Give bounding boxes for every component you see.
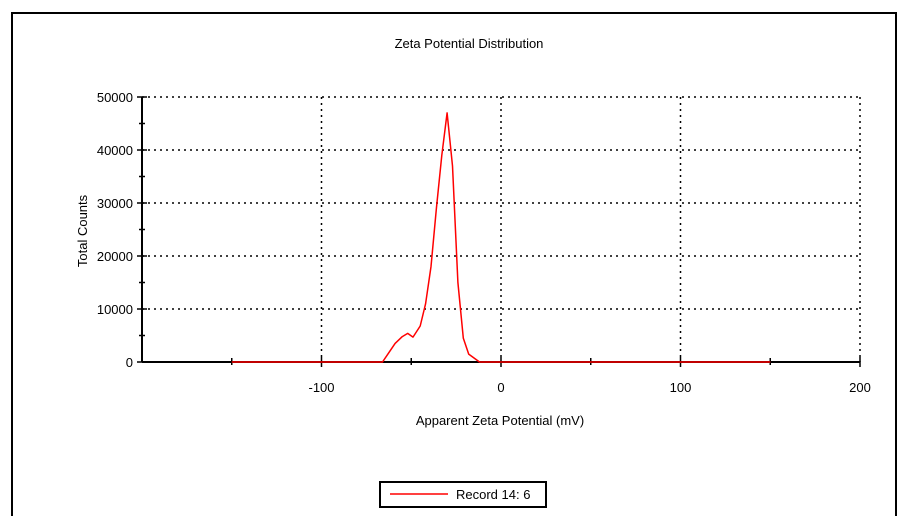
series-layer	[231, 112, 771, 363]
chart-title: Zeta Potential Distribution	[395, 36, 544, 51]
chart-frame	[11, 12, 897, 516]
y-tick-label: 30000	[97, 196, 133, 211]
legend-box	[379, 481, 547, 508]
y-tick-label: 40000	[97, 143, 133, 158]
y-tick-label: 20000	[97, 249, 133, 264]
tick-labels: -100 0 100 200 0 10000 20000 30000 40000 50000	[97, 90, 871, 395]
y-axis-label: Total Counts	[75, 194, 90, 267]
grid	[142, 96, 861, 362]
y-tick-label: 10000	[97, 302, 133, 317]
x-tick-label: -100	[308, 380, 334, 395]
x-tick-label: 200	[849, 380, 871, 395]
legend-label: Record 14: 6	[456, 487, 530, 502]
axes	[137, 96, 861, 367]
y-tick-label: 0	[126, 355, 133, 370]
x-tick-label: 100	[670, 380, 692, 395]
legend: Record 14: 6	[379, 481, 547, 508]
y-tick-label: 50000	[97, 90, 133, 105]
x-tick-label: 0	[497, 380, 504, 395]
series-line	[231, 112, 771, 363]
x-axis-label: Apparent Zeta Potential (mV)	[416, 413, 584, 428]
